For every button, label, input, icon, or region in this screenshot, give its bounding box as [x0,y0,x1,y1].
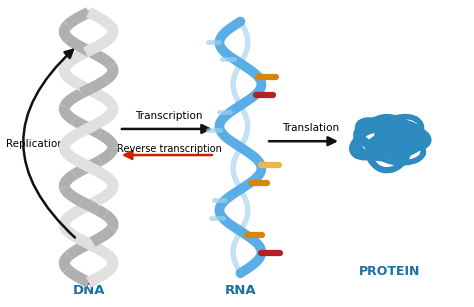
Text: DNA: DNA [73,284,105,297]
Text: RNA: RNA [225,284,256,297]
FancyArrowPatch shape [23,50,75,238]
Text: Translation: Translation [282,122,339,133]
Text: Replication: Replication [6,139,64,149]
Circle shape [341,109,439,173]
Text: Reverse transcription: Reverse transcription [117,143,222,154]
Text: PROTEIN: PROTEIN [359,265,420,278]
Text: Transcription: Transcription [136,111,203,121]
